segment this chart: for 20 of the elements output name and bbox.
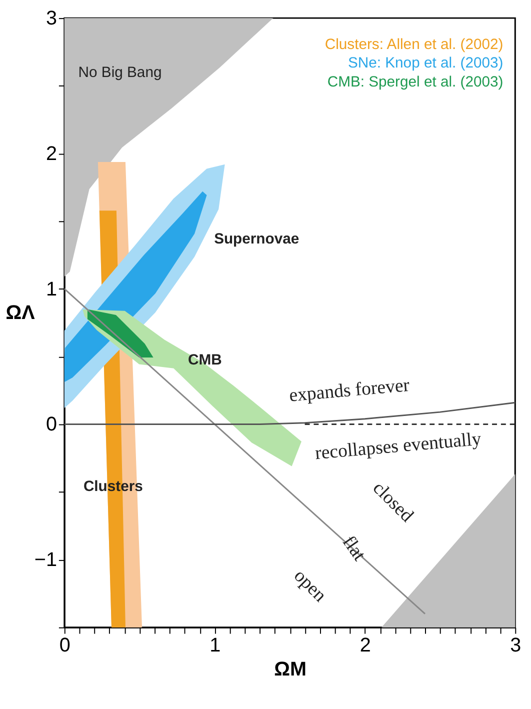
y-tick-label: 2 bbox=[46, 142, 57, 165]
x-axis-title: ΩM bbox=[274, 658, 306, 680]
x-tick-label: 1 bbox=[210, 634, 221, 657]
annotation: recollapses eventually bbox=[314, 428, 483, 464]
annotation: open bbox=[290, 565, 331, 607]
annotation: expands forever bbox=[288, 374, 412, 406]
annotation: flat bbox=[338, 532, 370, 566]
annotation: CMB bbox=[188, 352, 222, 368]
y-tick-label: 0 bbox=[46, 414, 57, 436]
annotation: No Big Bang bbox=[78, 64, 162, 81]
text: Clusters: Allen et al. (2002) bbox=[324, 36, 504, 53]
x-tick-label: 2 bbox=[360, 634, 371, 657]
text: SNe: Knop et al. (2003) bbox=[348, 56, 504, 72]
annotation: Supernovae bbox=[214, 231, 300, 248]
y-tick-label: 1 bbox=[46, 278, 57, 300]
y-tick-label: 3 bbox=[46, 8, 57, 30]
y-axis-title: ΩΛ bbox=[6, 302, 36, 324]
y-tick-label: −1 bbox=[34, 549, 57, 572]
text: CMB: Spergel et al. (2003) bbox=[327, 74, 504, 90]
x-tick-label: 3 bbox=[510, 634, 522, 657]
